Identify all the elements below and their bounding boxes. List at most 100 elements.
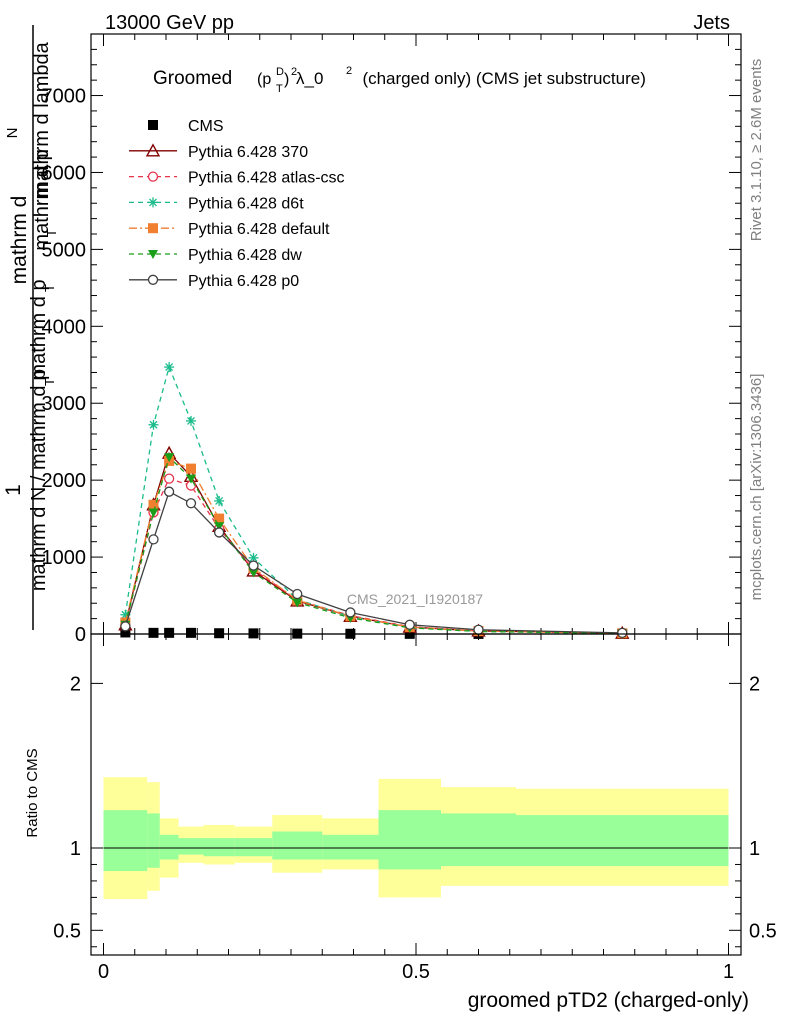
mcplots-label: mcplots.cern.ch [arXiv:1306.3436] [748,374,765,601]
header-right: Jets [693,12,730,34]
data-point-s3-stroke [215,496,224,505]
title-expr: (p [257,71,271,88]
legend-label: Pythia 6.428 dw [188,247,302,264]
data-point-s4 [148,499,159,510]
y-tick-label: 2000 [42,470,87,492]
legend-marker-stroke [149,198,157,207]
title-suffix: (charged only) (CMS jet substructure) [353,69,646,88]
ylabel-num-n: N [4,128,21,139]
title-prefix: Groomed [153,68,232,89]
ratio-y-tick-label: 0.5 [53,920,81,942]
data-point-s0 [164,627,175,638]
data-point-s6 [617,627,628,638]
data-point-s6 [120,621,131,632]
data-point-s6 [148,534,159,545]
ratio-band-green [516,815,729,867]
legend-label: Pythia 6.428 default [188,221,330,238]
data-point-s6 [248,560,259,571]
y-tick-label: 6000 [42,162,87,184]
title-close: ) [284,71,289,88]
legend-label: Pythia 6.428 d6t [188,195,304,212]
data-point-s0 [186,627,196,638]
series-line-2 [124,477,623,634]
legend: CMS Pythia 6.428 370 Pythia 6.428 atlas-cs… [129,118,345,290]
ylabel-num-top: mathrm d [8,196,31,285]
data-point-s0 [214,628,225,639]
legend-marker [145,143,161,157]
title-sq2: 2 [346,65,352,77]
ratio-y-tick-label: 2 [70,673,81,695]
main-panel: 0 1000 2000 3000 4000 5000 6000 7000 [42,33,742,646]
data-point-s5 [148,508,159,518]
x-tick-label: 1 [723,961,734,983]
ratio-band-green [322,834,379,860]
data-point-s6 [345,607,356,618]
rivet-label: Rivet 3.1.10, ≥ 2.6M events [748,59,765,242]
ylabel-frac2: mathrm d N / mathrm d p [28,369,50,591]
data-point-s6 [473,624,484,635]
data-point-s3-stroke [249,553,258,562]
data-point-s6 [185,498,197,509]
ratio-y-tick-label-right: 2 [749,673,760,695]
legend-marker [147,171,159,182]
legend-label: Pythia 6.428 370 [188,144,308,161]
data-point-s3 [214,495,225,506]
data-point-s6 [292,588,303,600]
ylabel-den-top: mathrm d p [31,149,53,250]
data-point-s4 [214,513,225,524]
title-sub-t: T [276,83,283,95]
y-tick-label: 0 [75,624,86,646]
y-tick-label: 7000 [42,86,87,108]
svg-text:Groomed: Groomed [153,68,232,89]
ylabel-den-sub: T [44,229,59,237]
legend-marker [148,197,158,208]
ratio-band-green [159,834,179,860]
data-point-s0 [248,628,259,639]
ratio-band-green [103,810,148,872]
data-point-s3-stroke [165,363,174,372]
data-point-s6 [213,527,225,538]
legend-label: CMS [188,118,224,135]
legend-label: Pythia 6.428 atlas-csc [188,170,345,187]
data-point-s3-stroke [149,420,158,429]
data-point-s3 [186,415,196,426]
data-point-s5 [186,474,196,484]
ylabel-den-rest: mathrm d lambda [31,41,53,197]
series-line-6 [124,490,623,634]
svg-text:(p: (p [257,71,271,88]
header-left: 13000 GeV pp [105,12,234,34]
title-lambda: λ_0 [296,69,323,88]
data-point-s5 [214,522,225,532]
ratio-y-tick-label-right: 1 [749,838,760,860]
x-tick-label: 0 [98,961,109,983]
ratio-band-green [378,810,441,870]
y-tick-label: 3000 [42,393,87,415]
plot-title: Groomed (p D T ) 2 λ_0 2 (charged only) … [153,65,646,95]
data-point-s3-stroke [121,610,130,619]
data-point-s3 [148,419,159,430]
x-tick-label: 0.5 [402,961,430,983]
ratio-band-green [441,813,516,867]
y-tick-label: 1000 [42,547,87,569]
ratio-ylabel: Ratio to CMS [24,748,41,837]
ratio-band-green [178,838,204,855]
legend-label: Pythia 6.428 p0 [188,273,299,290]
ratio-panel: 0 0.5 1 0.5 0.5 1 1 2 2 [53,633,777,983]
legend-marker [148,223,158,234]
ylabel-frac2-rest: mathrm d p [28,279,50,380]
ylabel-frac2-sub2: T [42,284,57,292]
ratio-y-tick-label-right: 0.5 [749,920,777,942]
ylabel-frac2-sub: T [42,378,57,386]
ratio-band-green [147,813,160,868]
legend-marker [147,274,159,285]
data-point-s6 [404,619,415,630]
data-point-s3-stroke [187,416,195,425]
y-tick-label: 5000 [42,239,87,261]
series-line-4 [124,460,623,634]
ratio-y-tick-label: 1 [70,838,81,860]
data-point-s0 [120,627,131,638]
data-point-s4 [186,463,196,474]
ratio-band-green [272,831,323,860]
watermark: CMS_2021_I1920187 [347,591,483,607]
